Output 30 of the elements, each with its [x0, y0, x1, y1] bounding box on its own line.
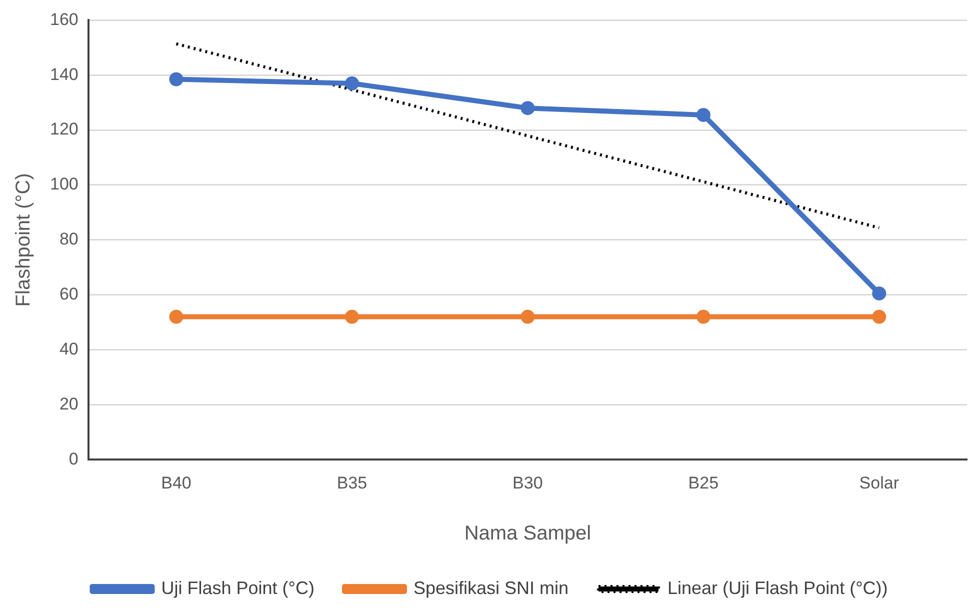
legend-label: Linear (Uji Flash Point (°C)): [668, 578, 888, 598]
x-tick-label: Solar: [859, 473, 900, 492]
point: [520, 101, 535, 116]
x-tick-label: B25: [688, 473, 719, 492]
x-tick-label: B35: [336, 473, 368, 492]
x-tick-label: B30: [512, 473, 543, 492]
y-tick-label: 140: [50, 64, 78, 84]
point: [872, 286, 886, 300]
legend-label: Spesifikasi SNI min: [413, 578, 569, 598]
point: [344, 310, 359, 324]
y-tick-label: 0: [68, 449, 78, 468]
y-tick-label: 40: [59, 339, 78, 358]
line-series: [174, 42, 881, 230]
y-tick-label: 80: [59, 230, 78, 249]
y-tick-label: 160: [50, 10, 78, 29]
point: [169, 72, 184, 86]
point: [696, 108, 710, 122]
y-axis-title: Flashpoint (°C): [12, 173, 35, 307]
point: [344, 76, 359, 90]
x-tick-label: B40: [161, 473, 192, 492]
y-tick-label: 100: [50, 174, 78, 194]
x-axis-title: Nama Sampel: [464, 522, 592, 545]
legend-label: Uji Flash Point (°C): [161, 578, 314, 598]
point: [872, 310, 886, 324]
y-tick-label: 120: [50, 120, 78, 139]
y-tick-label: 20: [59, 394, 78, 414]
point: [520, 310, 535, 324]
point: [169, 310, 184, 324]
point: [696, 310, 710, 324]
y-tick-label: 60: [59, 284, 78, 304]
